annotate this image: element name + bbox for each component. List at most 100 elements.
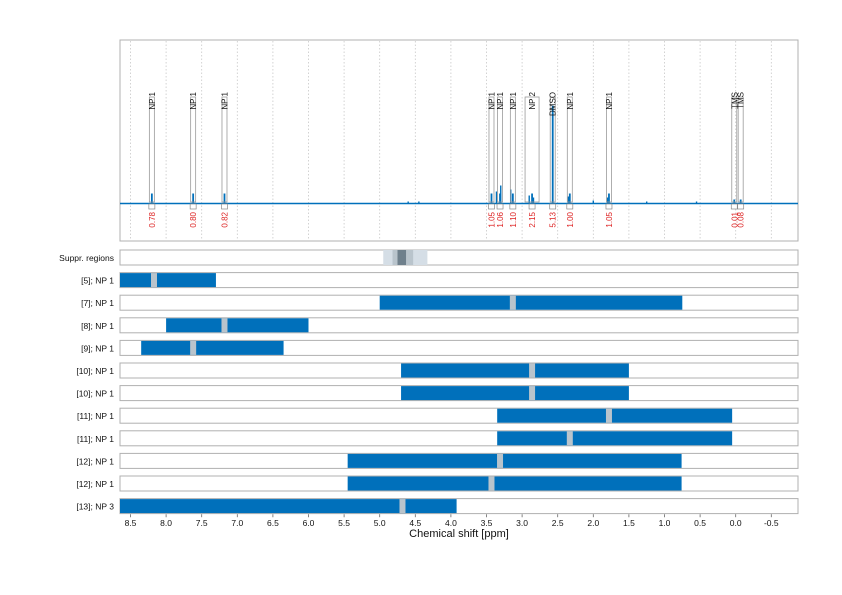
- peak-area-label: 0.78: [148, 211, 157, 227]
- x-tick-label: -0.5: [764, 518, 779, 528]
- peak-label: DMSO: [549, 92, 558, 116]
- x-tick-label: 4.0: [445, 518, 457, 528]
- peak-label: NP 1: [189, 91, 198, 109]
- region-bar: [401, 386, 629, 401]
- x-tick-label: 0.0: [730, 518, 742, 528]
- row-frame: [119, 339, 799, 356]
- peak-region-box: [148, 96, 155, 203]
- peak-label: NP 1: [148, 91, 157, 109]
- region-gap: [529, 386, 536, 401]
- x-tick-label: 0.5: [694, 518, 706, 528]
- region-gap: [150, 273, 157, 288]
- region-bar: [379, 295, 683, 310]
- region-bar: [141, 340, 284, 355]
- row-label: [8]; NP 1: [81, 321, 114, 331]
- region-gap: [566, 431, 573, 446]
- region-gap: [605, 408, 612, 423]
- peak-area-label: 0.80: [189, 211, 198, 227]
- x-tick-label: 5.0: [374, 518, 386, 528]
- peak-region-box: [509, 96, 516, 203]
- peak-region-box: [566, 96, 573, 203]
- grid-lines: [130, 41, 772, 240]
- integral-box: [730, 203, 738, 210]
- row-label: [9]; NP 1: [81, 343, 114, 353]
- row-label: [11]; NP 1: [77, 411, 114, 421]
- peak-area-label: 1.05: [487, 211, 496, 227]
- peak-area-label: 2.15: [528, 211, 537, 227]
- region-bar: [120, 273, 216, 288]
- peak-label: NP 1: [496, 91, 505, 109]
- peak-label: TMS: [737, 92, 746, 109]
- peak-region-box: [524, 96, 540, 203]
- region-gap: [529, 363, 536, 378]
- region-bar: [347, 453, 682, 468]
- region-gap: [399, 499, 406, 514]
- peak-annotations: NP 1 0.78 NP 1 0.80 NP 1 0.82 NP 1 1.05 NP 1 1.06…: [148, 91, 746, 227]
- peak-label: NP 1: [509, 91, 518, 109]
- row-label: [5]; NP 1: [81, 276, 114, 286]
- peak-label: NP 1: [605, 91, 614, 109]
- peak-region-box: [190, 96, 197, 203]
- integral-box: [221, 203, 228, 210]
- peak-region-box: [731, 96, 738, 203]
- peak-region-box: [221, 96, 228, 203]
- peak-label: NP 2: [528, 91, 537, 109]
- region-rows: Suppr. regions [5]; NP 1 [7]; NP 1 [8]; NP …: [59, 249, 799, 515]
- x-tick-label: 4.5: [409, 518, 421, 528]
- integral-box: [509, 203, 517, 210]
- region-bar: [166, 318, 309, 333]
- integral-box: [496, 203, 504, 210]
- integral-box: [528, 203, 536, 210]
- peak-region-box: [497, 96, 503, 203]
- peak-label: TMS: [730, 92, 739, 109]
- integral-box: [148, 203, 156, 210]
- peak-area-label: 1.00: [566, 211, 575, 227]
- peak-area-label: 1.05: [605, 211, 614, 227]
- integral-box: [189, 203, 197, 210]
- peak-area-label: 0.82: [220, 211, 229, 227]
- region-bar: [401, 363, 629, 378]
- x-tick-label: 6.5: [267, 518, 279, 528]
- x-tick-label: 5.5: [338, 518, 350, 528]
- integral-box: [549, 203, 557, 210]
- row-label: [12]; NP 1: [76, 479, 114, 489]
- region-gap: [488, 476, 495, 491]
- x-axis-label: Chemical shift [ppm]: [409, 528, 509, 540]
- region-bar: [120, 499, 457, 514]
- suppressed-core: [397, 250, 407, 265]
- peak-area-label: 0.08: [737, 211, 746, 227]
- region-bar: [497, 408, 733, 423]
- integral-box: [488, 203, 495, 210]
- integral-box: [566, 203, 574, 210]
- integral-box: [737, 203, 745, 210]
- peak-region-box: [488, 96, 495, 203]
- peak-area-label: 5.13: [549, 211, 558, 227]
- peak-label: NP 1: [220, 91, 229, 109]
- row-label: [12]; NP 1: [76, 456, 114, 466]
- row-label: [7]; NP 1: [81, 298, 114, 308]
- row-label: Suppr. regions: [59, 253, 114, 263]
- x-tick-label: 2.5: [552, 518, 564, 528]
- peak-label: NP 1: [566, 91, 575, 109]
- spectrum-panel: [119, 39, 799, 242]
- x-axis: 8.5 8.0 7.5 7.0 6.5 6.0 5.5 5.0 4.5 4.0 3.5 3.0 2.5 2…: [125, 514, 779, 528]
- region-gap: [509, 295, 516, 310]
- peak-area-label: 0.01: [730, 211, 739, 227]
- x-tick-label: 8.5: [125, 518, 137, 528]
- row-frame: [119, 272, 799, 289]
- row-label: [13]; NP 3: [76, 502, 114, 512]
- x-tick-label: 6.0: [303, 518, 315, 528]
- region-bar: [497, 431, 733, 446]
- x-tick-label: 3.5: [481, 518, 493, 528]
- x-tick-label: 3.0: [516, 518, 528, 528]
- row-frame: [119, 249, 799, 266]
- row-label: [11]; NP 1: [77, 434, 114, 444]
- x-tick-label: 1.0: [659, 518, 671, 528]
- x-tick-label: 7.0: [231, 518, 243, 528]
- peak-region-box: [549, 96, 556, 203]
- region-gap: [497, 453, 504, 468]
- peak-area-label: 1.06: [496, 211, 505, 227]
- x-tick-label: 8.0: [160, 518, 172, 528]
- x-tick-label: 1.5: [623, 518, 635, 528]
- spectrum-layer: [120, 105, 798, 205]
